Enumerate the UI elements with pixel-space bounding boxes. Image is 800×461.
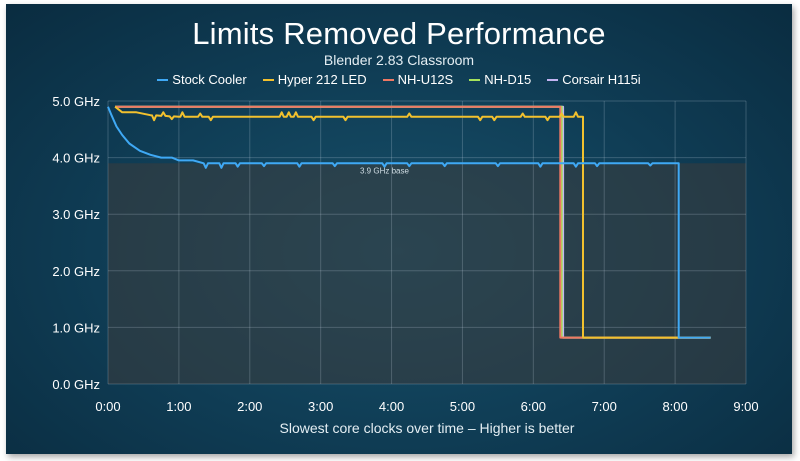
legend-item: Hyper 212 LED [262, 72, 367, 87]
legend-swatch [262, 78, 274, 81]
y-tick-label: 1.0 GHz [52, 320, 100, 335]
legend-item: NH-U12S [382, 72, 454, 87]
legend-item: Stock Cooler [157, 72, 247, 87]
chart-panel: Limits Removed Performance Blender 2.83 … [6, 4, 792, 454]
x-tick-label: 5:00 [450, 399, 475, 414]
x-tick-label: 0:00 [95, 399, 120, 414]
chart-title: Limits Removed Performance [192, 16, 606, 51]
x-tick-label: 3:00 [308, 399, 333, 414]
legend-label: Stock Cooler [172, 72, 247, 87]
legend-label: NH-U12S [397, 72, 454, 87]
legend-label: Hyper 212 LED [277, 72, 367, 87]
y-tick-label: 3.0 GHz [52, 207, 100, 222]
y-tick-label: 4.0 GHz [52, 151, 100, 166]
x-axis-title: Slowest core clocks over time – Higher i… [280, 420, 575, 436]
line-chart: 0.0 GHz 1.0 GHz 2.0 GHz 3.0 GHz 4.0 GHz 5.0 G… [52, 94, 758, 436]
legend-item: NH-D15 [469, 72, 531, 87]
x-tick-label: 4:00 [379, 399, 404, 414]
y-tick-label: 2.0 GHz [52, 264, 100, 279]
legend-label: Corsair H115i [562, 72, 641, 87]
legend-label: NH-D15 [484, 72, 532, 87]
legend-swatch [382, 78, 394, 81]
x-tick-label: 9:00 [733, 399, 758, 414]
legend-swatch [469, 78, 481, 81]
plot-area-shading [108, 163, 746, 384]
legend: Stock Cooler Hyper 212 LED NH-U12S NH-D15 Co… [6, 72, 792, 87]
x-tick-label: 6:00 [521, 399, 546, 414]
x-tick-label: 1:00 [166, 399, 191, 414]
y-tick-label: 0.0 GHz [52, 377, 100, 392]
base-clock-annotation: 3.9 GHz base [360, 166, 409, 175]
x-tick-label: 7:00 [592, 399, 617, 414]
legend-item: Corsair H115i [547, 72, 641, 87]
chart-subtitle: Blender 2.83 Classroom [323, 52, 475, 68]
series-line-hyper-212-led [114, 105, 711, 339]
y-tick-label: 5.0 GHz [52, 94, 100, 109]
series-line-stock-cooler [107, 106, 711, 339]
x-tick-label: 8:00 [662, 399, 687, 414]
legend-swatch [157, 78, 169, 81]
x-tick-label: 2:00 [237, 399, 262, 414]
legend-swatch [547, 78, 559, 81]
